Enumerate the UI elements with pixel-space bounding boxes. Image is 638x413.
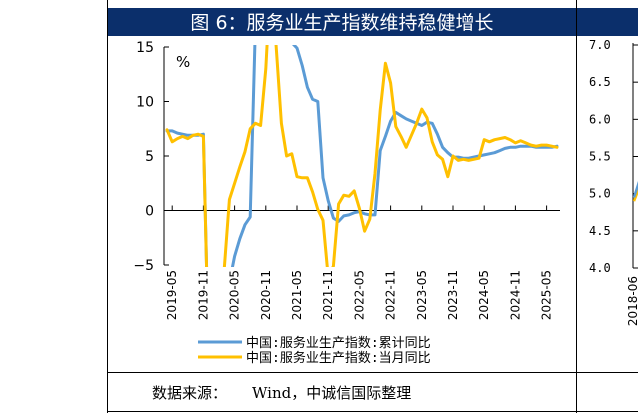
series-group [165, 45, 559, 267]
x-tick-label: 2019-05 [165, 270, 179, 320]
right-y-tick-label: 6.0 [589, 112, 611, 126]
x-tick-label: 2023-11 [446, 270, 460, 320]
x-tick-label: 2024-11 [508, 270, 522, 320]
right-series-line [632, 187, 638, 202]
x-tick-label: 2022-11 [384, 270, 398, 320]
right-y-tick-label: 4.5 [589, 224, 611, 238]
y-tick-label: 10 [136, 95, 154, 111]
right-title-bar [577, 8, 638, 36]
title-bar [108, 8, 576, 36]
right-y-tick-label: 7.0 [589, 38, 611, 52]
x-tick-label: 2025-05 [540, 270, 554, 320]
chart-title: 图 6：服务业生产指数维持稳健增长 [190, 12, 493, 34]
x-tick-label: 2019-11 [196, 270, 210, 320]
y-tick-label: 5 [145, 149, 154, 165]
right-series-layer [632, 180, 638, 202]
series-line-monthly [165, 45, 559, 267]
y-tick-label: 15 [136, 40, 154, 56]
x-tick-label: 2021-05 [290, 270, 304, 320]
right-chart: 4.04.55.05.56.06.57.0 2018-06 数 [589, 38, 638, 326]
series-layer [165, 45, 559, 267]
legend: 中国:服务业生产指数:累计同比 中国:服务业生产指数:当月同比 [198, 335, 431, 366]
x-tick-label: 2023-05 [415, 270, 429, 320]
right-x-tick-label: 2018-06 [626, 276, 638, 326]
right-y-tick-label: 4.0 [589, 261, 611, 275]
x-tick-label: 2020-05 [228, 270, 242, 320]
y-unit-label: % [176, 53, 190, 71]
legend-label-monthly: 中国:服务业生产指数:当月同比 [246, 350, 431, 366]
right-y-tick-label: 6.5 [589, 75, 611, 89]
right-y-tick-label: 5.0 [589, 187, 611, 201]
y-tick-label: −5 [133, 258, 154, 274]
legend-label-cumulative: 中国:服务业生产指数:累计同比 [246, 335, 431, 351]
y-tick-label: 0 [145, 204, 154, 220]
right-y-axis-ticks: 4.0 4.5 5.0 5.5 6.0 6.5 7.0 [589, 38, 638, 275]
right-y-tick-label: 5.5 [589, 150, 611, 164]
right-series-line [632, 180, 638, 198]
source-text: Wind，中诚信国际整理 [252, 384, 411, 402]
source-label: 数据来源： [152, 384, 227, 402]
x-tick-label: 2024-05 [477, 270, 491, 320]
y-axis-ticks: −5 0 5 10 15 [133, 40, 169, 274]
series-line-cumulative [165, 45, 559, 267]
x-axis-ticks: 2019-05 2019-11 2020-05 2020-11 2021-05 2021-… [165, 205, 554, 320]
x-tick-label: 2020-11 [259, 270, 273, 320]
x-tick-label: 2022-05 [352, 270, 366, 320]
x-tick-label: 2021-11 [321, 270, 335, 320]
